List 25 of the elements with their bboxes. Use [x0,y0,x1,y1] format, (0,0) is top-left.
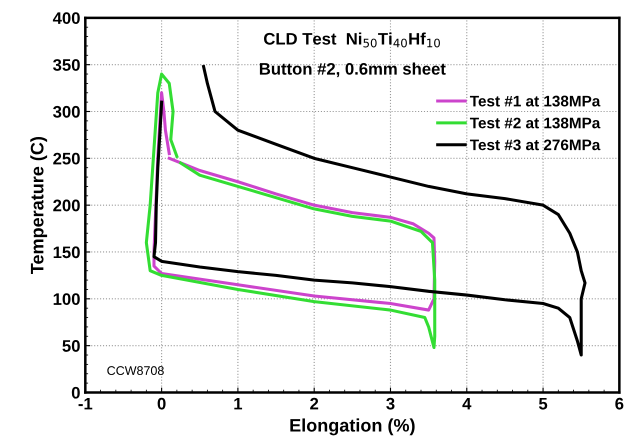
legend-label: Test #1 at 138MPa [470,96,600,107]
x-axis-title: Elongation (%) [290,418,415,436]
y-tick-label: 250 [53,152,80,165]
y-tick-label: 200 [53,200,80,212]
y-tick-label: 300 [53,106,80,118]
y-axis-title: Temperature (C) [30,136,48,274]
x-tick-label: -1 [78,398,92,410]
y-tick-label: 50 [62,340,80,352]
y-tick-label: 100 [54,293,80,306]
y-tick-label: 400 [52,12,80,24]
y-tick-label: 0 [72,386,80,399]
x-tick-label: 5 [538,398,548,410]
x-tick-label: 1 [234,398,242,410]
legend-label: Test #2 at 138MPa [470,118,600,128]
x-tick-label: 4 [462,398,472,410]
legend-label: Test #3 at 276MPa [470,139,600,150]
text: Button #2, 0.6mm sheet [260,62,446,78]
x-tick-label: 6 [615,398,624,410]
y-tick-label: 350 [53,59,80,71]
x-tick-label: 2 [310,398,318,410]
x-tick-label: 0 [158,398,166,410]
y-tick-label: 150 [54,246,80,258]
annotation: CCW8708 [107,366,164,376]
x-tick-label: 3 [386,398,395,410]
text: CLD Test Ni$_{50}$Ti$_{40}$Hf$_{10}$ [264,32,440,48]
